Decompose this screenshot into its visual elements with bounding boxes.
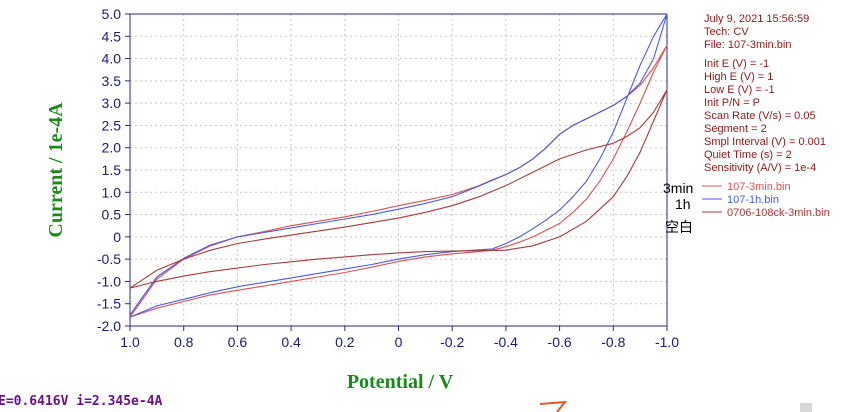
axis-ticks: 1.0 0.8 0.6 0.4 0.2 0 -0.2 -0.4 -0.6 -0.8 -1.0 5.0 4… (97, 6, 679, 350)
y-tick-label: 5.0 (102, 6, 122, 22)
series-line-3 (129, 89, 668, 289)
x-tick-label: -0.2 (440, 334, 464, 350)
x-tick-label: -1.0 (655, 334, 679, 350)
y-tick-label: 0.5 (102, 207, 122, 223)
y-tick-label: 4.5 (102, 28, 122, 44)
arrow-pointer (539, 400, 568, 412)
annotation-label: 3min (663, 180, 693, 196)
info-line: Segment = 2 (704, 123, 767, 135)
x-tick-label: 0.8 (174, 334, 194, 350)
y-tick-label: 2.0 (102, 140, 122, 156)
y-tick-label: 0 (113, 229, 121, 245)
info-line: Low E (V) = -1 (704, 84, 775, 96)
info-line: Tech: CV (704, 26, 749, 38)
info-line: Init E (V) = -1 (704, 58, 769, 70)
y-tick-label: -0.5 (97, 251, 121, 267)
y-tick-label: 1.5 (102, 162, 122, 178)
info-line: Init P/N = P (704, 97, 760, 109)
info-line: July 9, 2021 15:56:59 (704, 13, 809, 25)
annotation-label: 空白 (665, 219, 693, 235)
corner-marker (800, 403, 812, 412)
info-line: Sensitivity (A/V) = 1e-4 (704, 162, 816, 174)
y-tick-label: -1.5 (97, 296, 121, 312)
y-tick-label: 1.0 (102, 184, 122, 200)
x-tick-label: 0 (395, 334, 403, 350)
info-line: Quiet Time (s) = 2 (704, 149, 792, 161)
x-tick-label: 0.4 (281, 334, 301, 350)
series-line-1 (129, 44, 668, 318)
info-line: Scan Rate (V/s) = 0.05 (704, 110, 816, 122)
cursor-readout: E=0.6416V i=2.345e-4A (0, 394, 163, 409)
legend-label: 107-3min.bin (727, 181, 791, 193)
annotation-label: 1h (675, 196, 691, 212)
x-tick-label: -0.8 (601, 334, 625, 350)
y-tick-label: 3.5 (102, 73, 122, 89)
info-line: Smpl Interval (V) = 0.001 (704, 136, 826, 148)
x-tick-label: -0.6 (548, 334, 572, 350)
series-line-2 (129, 13, 668, 318)
legend: 107-3min.bin107-1h.bin0706-108ck-3min.bi… (702, 181, 830, 219)
legend-label: 0706-108ck-3min.bin (727, 207, 830, 219)
grid-lines (130, 14, 667, 326)
x-tick-label: 1.0 (120, 334, 140, 350)
info-line: High E (V) = 1 (704, 71, 773, 83)
y-tick-label: 4.0 (102, 51, 122, 67)
x-tick-label: 0.2 (335, 334, 355, 350)
y-axis-label: Current / 1e-4A (45, 102, 67, 238)
cv-curves (129, 13, 668, 318)
x-tick-label: -0.4 (494, 334, 518, 350)
legend-label: 107-1h.bin (727, 194, 779, 206)
y-tick-label: 3.0 (102, 95, 122, 111)
y-tick-label: -1.0 (97, 273, 121, 289)
x-axis-label: Potential / V (347, 371, 454, 393)
info-line: File: 107-3min.bin (704, 39, 791, 51)
x-tick-label: 0.6 (228, 334, 248, 350)
y-tick-label: -2.0 (97, 318, 121, 334)
y-tick-label: 2.5 (102, 117, 122, 133)
